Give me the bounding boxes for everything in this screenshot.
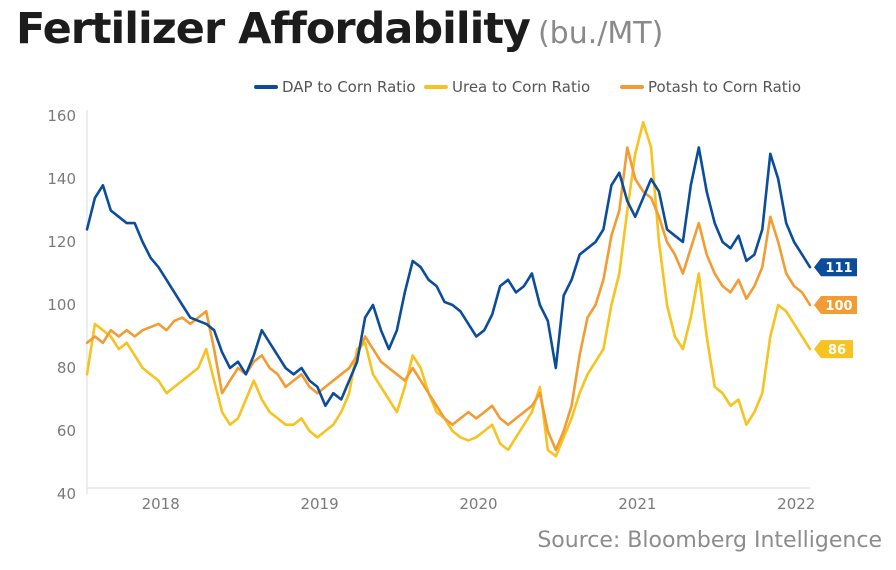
end-label-text: 100 [825, 299, 852, 314]
y-tick-label: 60 [57, 422, 76, 440]
y-tick-label: 100 [47, 296, 76, 314]
y-tick-label: 140 [47, 170, 76, 188]
legend-label: Potash to Corn Ratio [648, 78, 801, 96]
x-tick-label: 2020 [459, 495, 497, 513]
y-tick-label: 40 [57, 485, 76, 503]
series-line-potash-to-corn-ratio [85, 146, 812, 452]
x-tick-label: 2018 [142, 495, 180, 513]
x-tick-label: 2021 [618, 495, 656, 513]
end-label-text: 86 [828, 343, 846, 358]
y-tick-label: 160 [47, 107, 76, 125]
x-axis: 2018 2019 2020 2021 2022 [87, 487, 815, 513]
end-label-badge: 100 [814, 296, 857, 314]
chart-title: Fertilizer Affordability [16, 4, 531, 54]
y-tick-label: 80 [57, 359, 76, 377]
end-label-badge: 111 [814, 258, 857, 277]
chart-subtitle: (bu./MT) [537, 16, 664, 51]
legend-item: Potash to Corn Ratio [620, 78, 801, 96]
legend-label: DAP to Corn Ratio [282, 78, 416, 96]
end-label-text: 111 [825, 261, 852, 276]
x-tick-label: 2022 [777, 495, 815, 513]
legend-item: DAP to Corn Ratio [254, 78, 416, 96]
y-axis: 40 60 80 100 120 140 160 [47, 107, 88, 503]
legend: DAP to Corn Ratio Urea to Corn Ratio Potas… [254, 78, 801, 96]
legend-item: Urea to Corn Ratio [424, 78, 590, 96]
end-labels: 111 86 100 [814, 258, 857, 359]
chart-header: Fertilizer Affordability (bu./MT) [16, 4, 663, 54]
series-line-dap-to-corn-ratio [85, 146, 812, 408]
legend-label: Urea to Corn Ratio [452, 78, 590, 96]
y-tick-label: 120 [47, 233, 76, 251]
series-lines [85, 121, 812, 458]
series-line-urea-to-corn-ratio [85, 121, 812, 458]
x-tick-label: 2019 [300, 495, 338, 513]
source-note: Source: Bloomberg Intelligence [537, 528, 882, 553]
end-label-badge: 86 [814, 340, 853, 359]
